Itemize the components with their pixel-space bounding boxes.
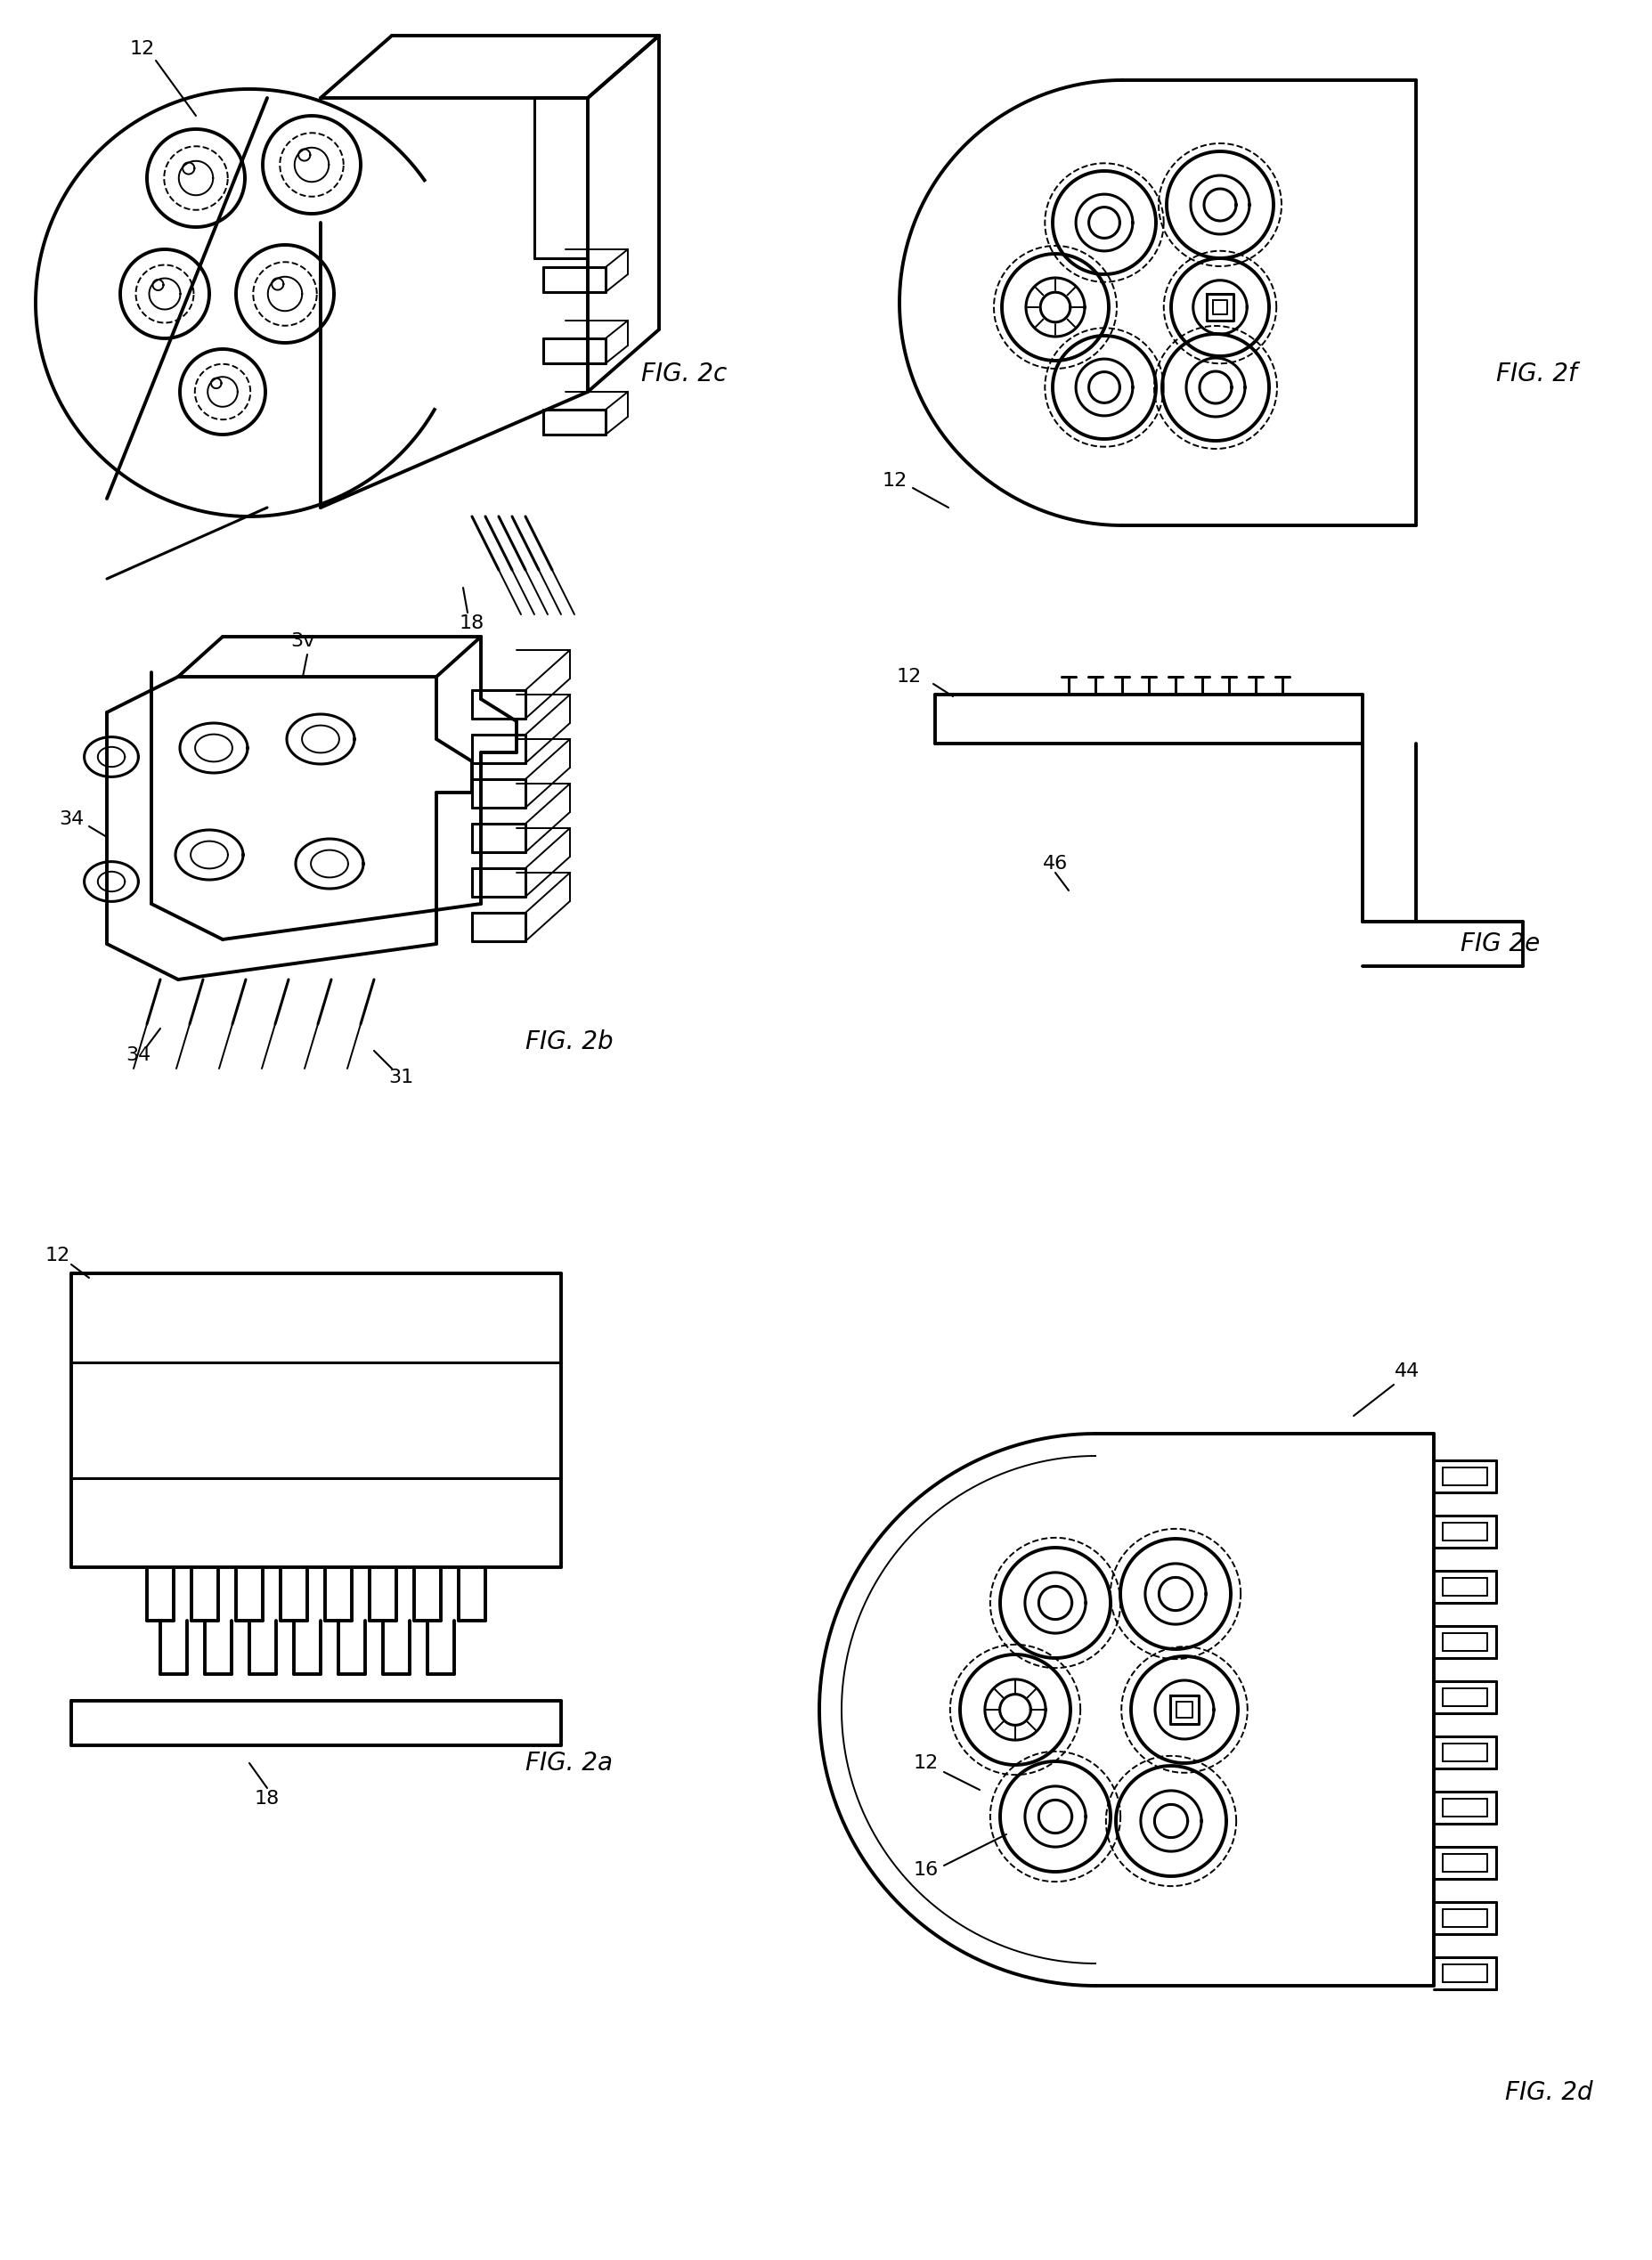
Text: 18: 18 [254,1790,279,1808]
Text: 16: 16 [914,1860,938,1878]
Text: 31: 31 [388,1069,413,1087]
Text: 34: 34 [59,811,84,827]
Text: FIG. 2a: FIG. 2a [525,1752,613,1776]
Text: 46: 46 [1042,854,1067,872]
Text: FIG 2e: FIG 2e [1460,931,1540,956]
Text: FIG. 2c: FIG. 2c [641,362,727,386]
Text: 12: 12 [131,41,155,59]
Text: 3v: 3v [291,633,316,651]
Text: 44: 44 [1394,1363,1419,1381]
Text: 34: 34 [126,1046,150,1064]
Text: FIG. 2f: FIG. 2f [1497,362,1578,386]
Text: 12: 12 [882,472,907,490]
Text: 12: 12 [897,669,922,685]
Text: 18: 18 [459,615,484,633]
Text: FIG. 2d: FIG. 2d [1505,2079,1593,2104]
Text: 12: 12 [914,1754,938,1772]
Text: FIG. 2b: FIG. 2b [525,1028,613,1055]
Text: 12: 12 [45,1248,71,1263]
